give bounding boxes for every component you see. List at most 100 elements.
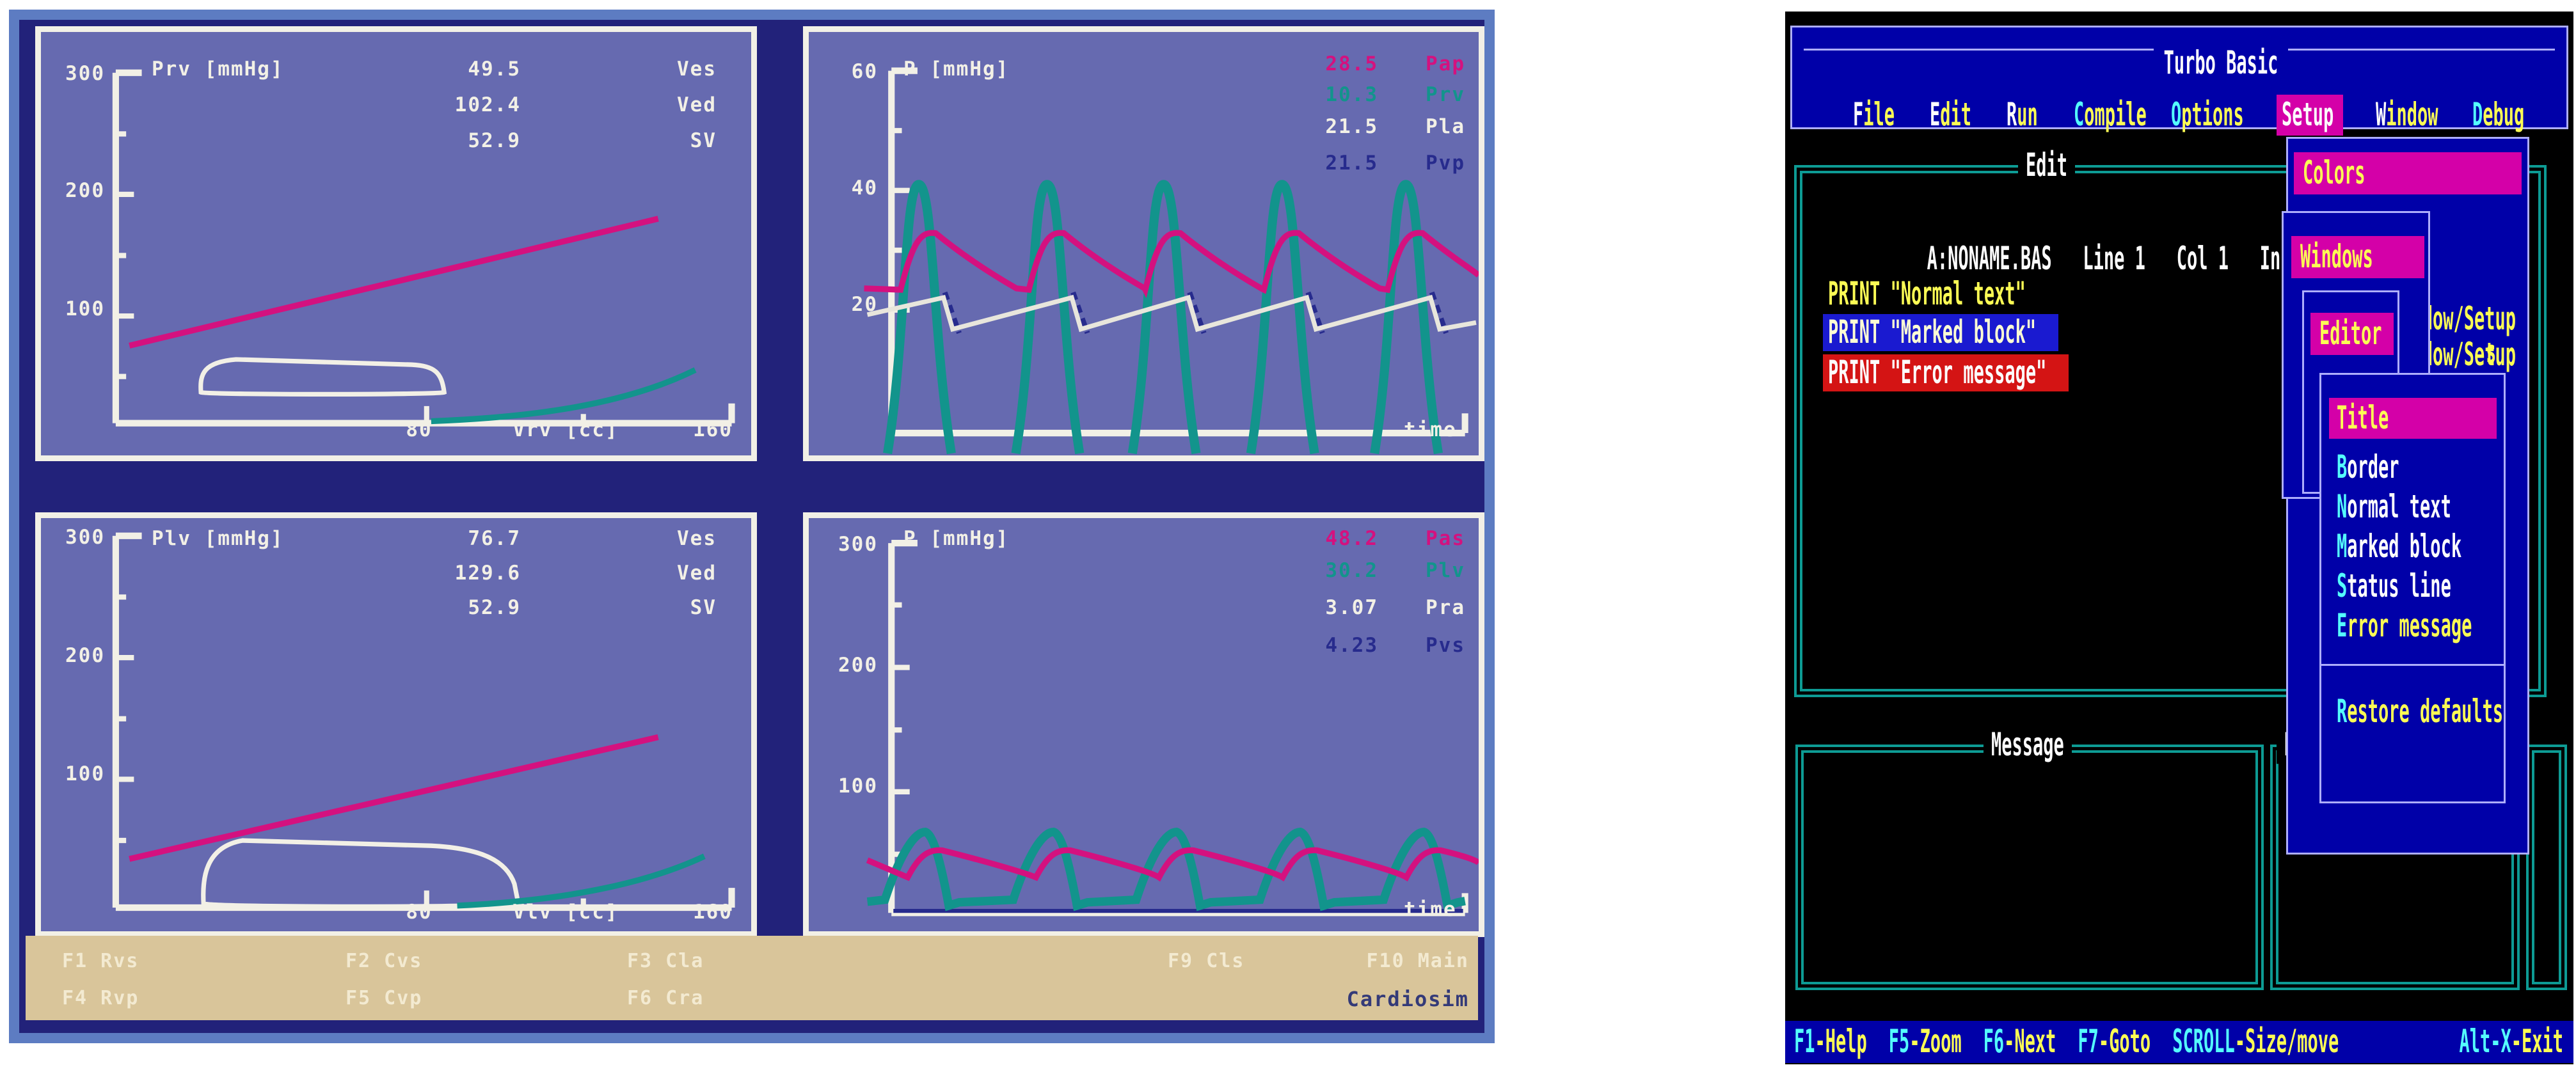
message-window-title[interactable]: Message [1984, 727, 2072, 764]
shortcut-alt-x-exit[interactable]: Alt-X-Exit [2459, 1023, 2563, 1060]
item-hotkey: S [2337, 568, 2348, 605]
item-label: order [2347, 449, 2399, 486]
fragment-text: dow/Setup [2422, 336, 2516, 374]
readout-label: Pla [1426, 115, 1465, 138]
code-text: PRINT "Normal text" [1828, 276, 2026, 313]
plv-curve [866, 827, 1466, 911]
fkey-f3-cla[interactable]: F3 Cla [627, 950, 704, 972]
espvr-line-curve [129, 734, 659, 862]
item-hotkey: R [2337, 693, 2348, 730]
fkey-f9-cls[interactable]: F9 Cls [1168, 950, 1245, 972]
fkey-f4-rvp[interactable]: F4 Rvp [62, 987, 139, 1009]
readout-value: 52.9 [468, 129, 521, 152]
cardiosim-screen: Prv [mmHg] 300 200 100 49.5 Ves 102.4 Ve… [19, 20, 1484, 1033]
item-label: estore defaults [2347, 693, 2504, 730]
side-window [2526, 745, 2567, 990]
y-tick-label: 100 [838, 775, 878, 798]
app-title: Turbo Basic [2153, 45, 2289, 83]
menu-hotkey: F [1853, 97, 1864, 134]
editor-colors-panel: Title Border Normal text Marked block St… [2319, 373, 2506, 803]
time-axis-label: time [1404, 898, 1457, 921]
readout-label: Ved [677, 562, 717, 585]
lv-pv-plot-canvas [112, 532, 735, 911]
menu-label: ptions [2181, 97, 2244, 134]
restore-defaults-item[interactable]: Restore defaults [2337, 693, 2503, 730]
app-brand-cardiosim: Cardiosim [1346, 987, 1469, 1011]
menu-debug[interactable]: Debug [2472, 95, 2524, 136]
menu-label: indow [2386, 97, 2438, 134]
readout-label: Pvp [1426, 152, 1465, 175]
color-item-status-line[interactable]: Status line [2337, 568, 2451, 605]
windows-menu-item[interactable]: Windows [2291, 236, 2424, 278]
side-window-inner [2532, 750, 2561, 984]
rv-pressure-curve [883, 180, 1443, 455]
menu-hotkey: C [2074, 97, 2085, 134]
color-item-border[interactable]: Border [2337, 449, 2399, 486]
code-line-normal[interactable]: PRINT "Normal text" [1828, 276, 2026, 313]
fragment-text: s [2486, 334, 2497, 372]
x-axis-label: Vlv [cc] [513, 901, 619, 924]
item-label: arked block [2347, 528, 2462, 565]
menu-run[interactable]: Run [2007, 95, 2038, 136]
menu-window[interactable]: Window [2376, 95, 2438, 136]
plot-title: P [mmHg] [903, 58, 1010, 81]
shortcut-scroll-size-move[interactable]: SCROLL-Size/move [2172, 1023, 2339, 1060]
shortcut-f7-goto[interactable]: F7-Goto [2078, 1023, 2151, 1060]
color-item-title-selected[interactable]: Title [2329, 398, 2497, 439]
shortcut-f1-help[interactable]: F1-Help [1794, 1023, 1867, 1060]
menu-options[interactable]: Options [2171, 95, 2244, 136]
fkey-f10-main[interactable]: F10 Main [1366, 950, 1469, 972]
menu-edit[interactable]: Edit [1930, 95, 1971, 136]
editor-menu-item[interactable]: Editor [2310, 313, 2394, 355]
code-line-marked-block[interactable]: PRINT "Marked block" [1823, 314, 2058, 351]
shortcut-action: -Zoom [1909, 1023, 1962, 1060]
item-hotkey: E [2337, 608, 2348, 645]
plot-rv-pressure-volume: Prv [mmHg] 300 200 100 49.5 Ves 102.4 Ve… [35, 26, 757, 461]
setup-colors-item[interactable]: Colors [2294, 152, 2522, 194]
readout-value: 21.5 [1325, 115, 1378, 138]
readout-label: Pvs [1426, 634, 1465, 657]
shortcut-action: -Size/move [2234, 1023, 2339, 1060]
lv-pv-loop-curve [201, 838, 521, 910]
setup-colors-label: Colors [2303, 155, 2365, 192]
color-item-error-message[interactable]: Error message [2337, 608, 2472, 645]
message-window-inner [1801, 750, 2258, 984]
menu-label: ile [1863, 97, 1895, 134]
fkey-f2-cvs[interactable]: F2 Cvs [346, 950, 423, 972]
plot-title: Prv [mmHg] [152, 58, 284, 81]
x-tick-label: 160 [693, 418, 733, 441]
fkey-f5-cvp[interactable]: F5 Cvp [346, 987, 423, 1009]
message-window: Message [1795, 727, 2264, 990]
function-key-bar: F1 Rvs F2 Cvs F3 Cla F9 Cls F10 Main F4 … [26, 936, 1478, 1020]
pla-curve [866, 294, 1477, 333]
code-text: PRINT "Marked block" [1828, 314, 2037, 351]
y-tick-label: 300 [65, 526, 105, 549]
readout-value: 102.4 [454, 93, 521, 116]
color-item-marked-block[interactable]: Marked block [2337, 528, 2461, 565]
code-line-error-message[interactable]: PRINT "Error message" [1823, 354, 2069, 391]
obscured-item-fragment: s [2403, 323, 2496, 382]
espvr-line-curve [129, 216, 659, 349]
menu-label: dit [1940, 97, 1972, 134]
menu-file[interactable]: File [1853, 95, 1895, 136]
edit-window-title[interactable]: Edit [2018, 147, 2076, 185]
menu-compile[interactable]: Compile [2074, 95, 2147, 136]
axis-ticks [115, 131, 586, 423]
obscured-menu-fragment: dow/Setup [2339, 326, 2516, 385]
shortcut-f6-next[interactable]: F6-Next [1984, 1023, 2056, 1060]
readout-value: 21.5 [1325, 152, 1378, 175]
code-text: PRINT "Error message" [1828, 354, 2047, 391]
x-axis-label: Vrv [cc] [513, 418, 619, 441]
shortcut-status-bar: F1-Help F5-Zoom F6-Next F7-Goto SCROLL-S… [1785, 1021, 2573, 1063]
shortcut-f5-zoom[interactable]: F5-Zoom [1889, 1023, 1962, 1060]
readout-label: Pra [1426, 596, 1465, 619]
menu-setup-active[interactable]: Setup [2277, 95, 2343, 136]
menu-label: un [2017, 97, 2038, 134]
readout-value: 3.07 [1325, 596, 1378, 619]
axis-lines [888, 67, 1468, 437]
fkey-f6-cra[interactable]: F6 Cra [627, 987, 704, 1009]
axis-lines [112, 532, 735, 911]
fkey-f1-rvs[interactable]: F1 Rvs [62, 950, 139, 972]
color-item-normal-text[interactable]: Normal text [2337, 489, 2451, 526]
